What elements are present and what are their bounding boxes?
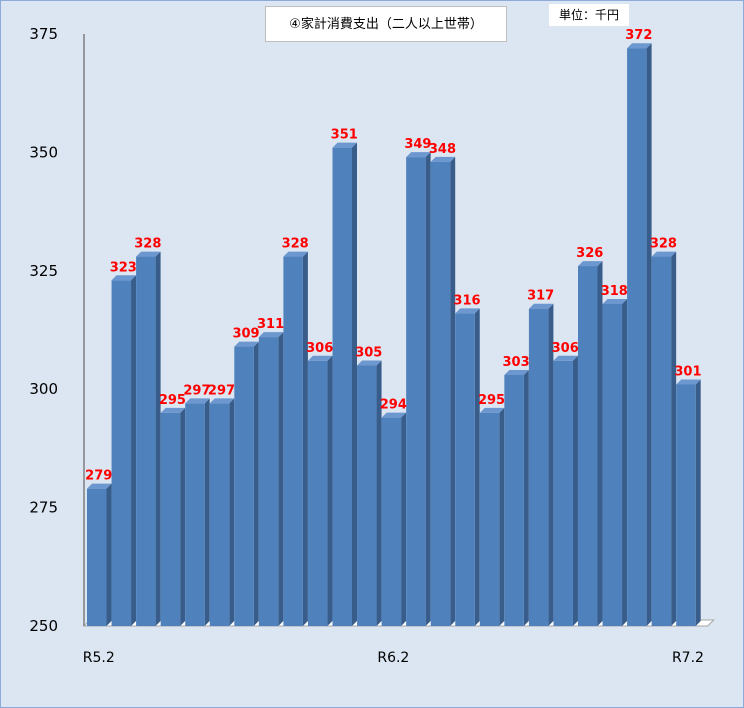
data-label: 279: [85, 469, 112, 484]
data-label: 306: [552, 341, 579, 356]
data-label: 309: [232, 327, 259, 342]
bar: [381, 412, 407, 626]
data-label: 318: [601, 284, 628, 299]
bar: [357, 360, 382, 626]
data-label: 328: [134, 237, 161, 252]
bar: [602, 298, 628, 626]
data-label: 328: [282, 237, 309, 252]
y-tick-label: 250: [29, 617, 58, 635]
data-label: 303: [503, 355, 530, 370]
bar: [651, 251, 677, 627]
bar: [136, 251, 161, 627]
y-tick-label: 350: [29, 143, 58, 161]
bar: [234, 341, 259, 626]
data-label: 301: [674, 364, 701, 379]
data-label: 306: [306, 341, 333, 356]
y-tick-label: 275: [29, 499, 58, 517]
data-label: 294: [380, 398, 407, 413]
x-tick-label: R6.2: [377, 650, 409, 666]
bar: [185, 398, 210, 626]
data-label: 351: [331, 128, 358, 143]
bar: [406, 152, 431, 627]
bar: [258, 332, 284, 626]
bar: [578, 261, 603, 626]
data-label: 295: [159, 393, 186, 408]
bar: [87, 483, 112, 626]
data-label: 316: [453, 293, 480, 308]
bar: [676, 379, 701, 626]
bar: [528, 303, 554, 626]
y-tick-label: 300: [29, 380, 58, 398]
bar: [209, 398, 235, 626]
bar: [455, 308, 480, 626]
data-label: 349: [404, 137, 431, 152]
bar: [160, 407, 186, 626]
bar: [504, 369, 529, 626]
data-label: 305: [355, 346, 382, 361]
data-label: 295: [478, 393, 505, 408]
bar: [111, 275, 137, 626]
data-label: 348: [429, 142, 456, 157]
unit-label: 単位：千円: [549, 4, 629, 26]
y-tick-label: 325: [29, 262, 58, 280]
data-label: 297: [183, 383, 210, 398]
bar: [430, 156, 456, 626]
y-tick-label: 375: [29, 25, 58, 43]
data-label: 328: [650, 237, 677, 252]
data-label: 372: [625, 28, 652, 43]
data-label: 311: [257, 317, 284, 332]
bar: [332, 142, 357, 626]
bar: [307, 355, 333, 626]
data-label: 323: [110, 260, 137, 275]
data-label: 297: [208, 383, 235, 398]
chart-title: ④家計消費支出（二人以上世帯）: [265, 6, 507, 42]
bar: [479, 407, 505, 626]
x-tick-label: R7.2: [672, 650, 704, 666]
bar: [283, 251, 308, 627]
x-tick-label: R5.2: [83, 650, 115, 666]
bar: [627, 43, 652, 626]
bar: [553, 355, 578, 626]
data-label: 317: [527, 289, 554, 304]
data-label: 326: [576, 246, 603, 261]
